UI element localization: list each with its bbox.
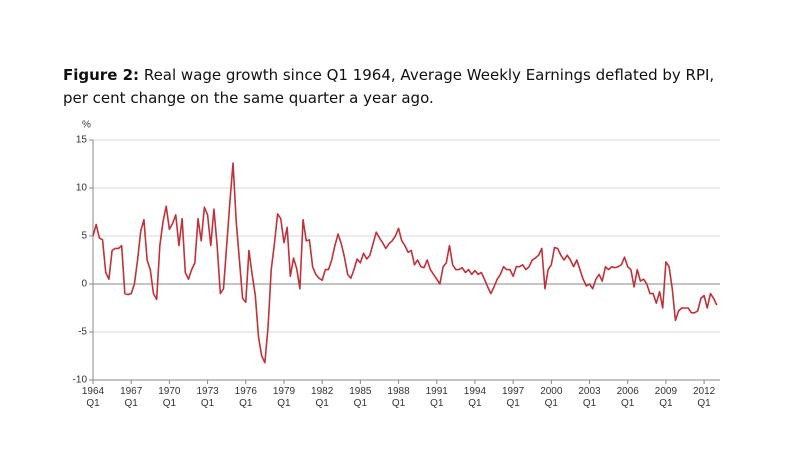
x-tick-label: 1967 Q1 — [120, 386, 143, 409]
y-tick-label: -10 — [73, 375, 88, 386]
x-tick-label: 1970 Q1 — [158, 386, 181, 409]
y-axis-label: % — [82, 120, 91, 131]
x-tick-label: 1973 Q1 — [196, 386, 219, 409]
x-tick-label: 1991 Q1 — [425, 386, 448, 409]
chart-title: Real wage growth since Q1 1964, Average … — [63, 66, 715, 107]
x-tick-label: 2000 Q1 — [540, 386, 563, 409]
x-tick-label: 1988 Q1 — [387, 386, 410, 409]
figure-label: Figure 2: — [63, 66, 140, 84]
x-tick-label: 2012 Q1 — [692, 386, 716, 409]
y-tick-label: 10 — [76, 183, 88, 194]
x-tick-label: 1985 Q1 — [349, 386, 372, 409]
x-tick-label: 1982 Q1 — [311, 386, 334, 409]
y-tick-label: 15 — [76, 135, 88, 146]
x-tick-label: 2009 Q1 — [654, 386, 678, 409]
y-tick-label: 0 — [81, 279, 87, 290]
x-tick-label: 1976 Q1 — [234, 386, 257, 409]
x-tick-label: 1979 Q1 — [272, 386, 296, 409]
x-tick-label: 1964 Q1 — [81, 386, 105, 409]
chart-title-block: Figure 2: Real wage growth since Q1 1964… — [63, 64, 743, 110]
x-tick-label: 1997 Q1 — [501, 386, 525, 409]
x-tick-label: 2006 Q1 — [616, 386, 639, 409]
y-tick-label: 5 — [81, 231, 87, 242]
x-tick-label: 1994 Q1 — [463, 386, 487, 409]
y-tick-label: -5 — [78, 327, 87, 338]
data-line — [92, 162, 718, 364]
x-tick-label: 2003 Q1 — [578, 386, 601, 409]
